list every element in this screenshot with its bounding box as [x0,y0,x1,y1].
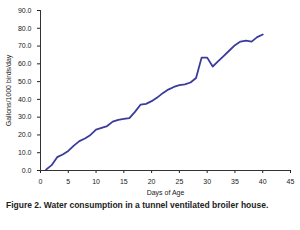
svg-text:10: 10 [92,178,100,185]
svg-text:35: 35 [231,178,239,185]
svg-text:30: 30 [203,178,211,185]
svg-text:60.0: 60.0 [18,60,32,67]
svg-text:Gallons/1000 birds/day: Gallons/1000 birds/day [5,54,13,126]
svg-text:80.0: 80.0 [18,25,32,32]
svg-text:10.0: 10.0 [18,149,32,156]
svg-text:70.0: 70.0 [18,42,32,49]
svg-text:20.0: 20.0 [18,131,32,138]
html-text:Figure 2. Water consumption in: Figure 2. Water consumption in a tunnel … [6,200,269,210]
svg-text:50.0: 50.0 [18,78,32,85]
svg-text:30.0: 30.0 [18,113,32,120]
svg-text:20: 20 [148,178,156,185]
svg-text:40.0: 40.0 [18,96,32,103]
svg-text:15: 15 [120,178,128,185]
svg-text:Days of Age: Days of Age [147,189,185,197]
svg-text:5: 5 [66,178,70,185]
svg-text:45: 45 [287,178,295,185]
svg-text:0.0: 0.0 [22,167,32,174]
svg-text:90.0: 90.0 [18,7,32,14]
svg-text:25: 25 [175,178,183,185]
svg-text:40: 40 [259,178,267,185]
svg-text:0: 0 [39,178,43,185]
